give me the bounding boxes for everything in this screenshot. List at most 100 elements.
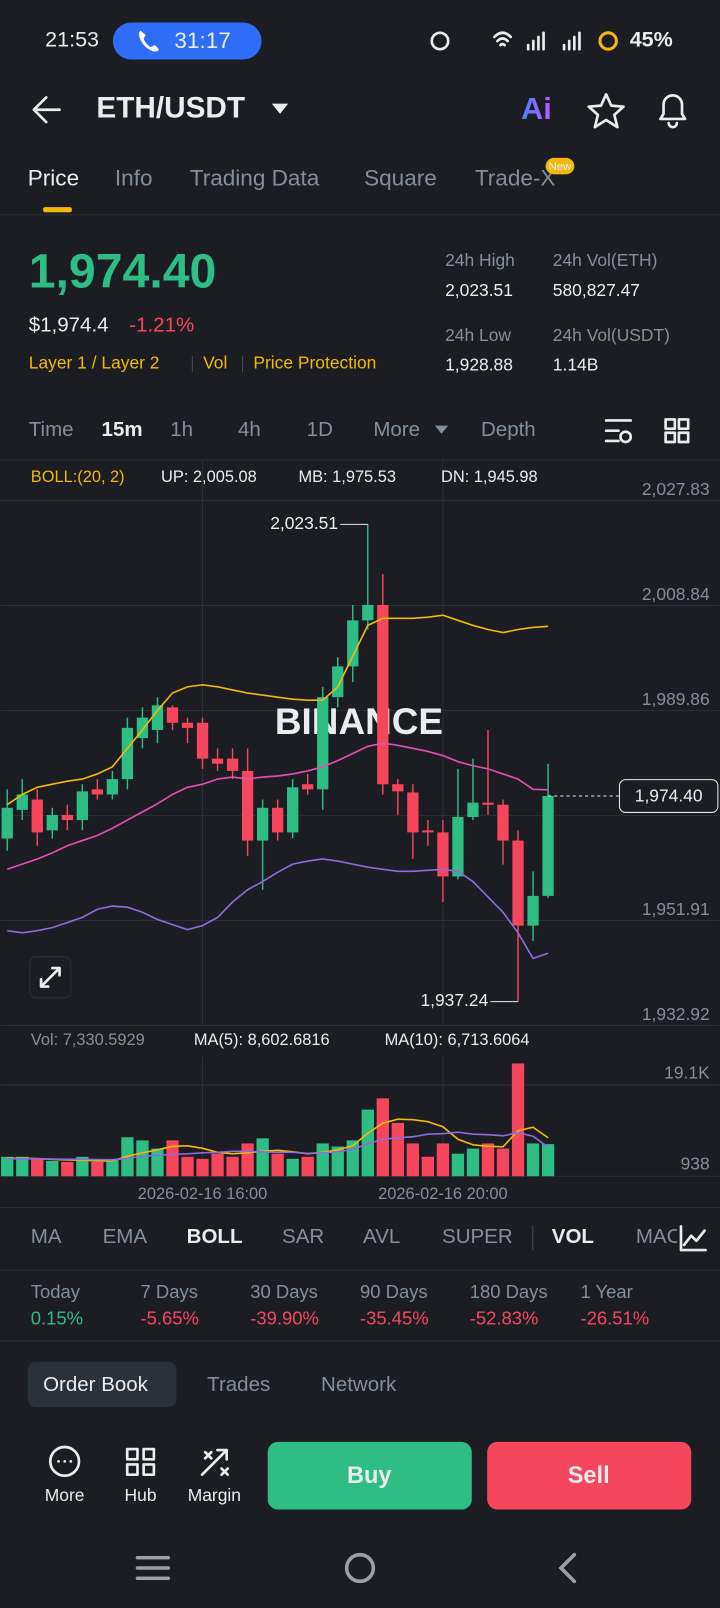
- more-caret[interactable]: [434, 425, 449, 434]
- nav-home[interactable]: [344, 1552, 376, 1584]
- book-tab[interactable]: Network: [321, 1373, 397, 1396]
- volume-bar: [91, 1161, 104, 1177]
- interval[interactable]: More: [373, 418, 420, 441]
- tab[interactable]: Square: [364, 165, 437, 190]
- tab-pill: [27, 1361, 177, 1407]
- volume-bar: [511, 1063, 525, 1177]
- favorite-button[interactable]: [587, 93, 625, 129]
- new-badge: [545, 157, 575, 175]
- layout-icon[interactable]: [664, 418, 690, 444]
- pair-caret[interactable]: [271, 103, 289, 114]
- volume-bar: [31, 1158, 44, 1177]
- candle-body: [527, 895, 539, 926]
- volume-bar: [421, 1156, 435, 1177]
- candle-body: [302, 784, 314, 790]
- hub-icon[interactable]: [125, 1447, 156, 1477]
- stat-value: 1,928.88: [445, 355, 513, 375]
- interval[interactable]: 15m: [102, 418, 143, 441]
- perf-label: 30 Days: [250, 1281, 318, 1302]
- y-tick-label: 1,951.91: [642, 899, 710, 919]
- indicator-tab[interactable]: AVL: [363, 1225, 400, 1248]
- more-icon[interactable]: [48, 1445, 81, 1478]
- phone-icon: [139, 30, 159, 52]
- indicator-tab[interactable]: BOLL: [187, 1225, 243, 1248]
- ai-button[interactable]: Ai: [521, 91, 552, 126]
- candle-body: [151, 705, 164, 730]
- candle-body: [497, 804, 509, 841]
- y-tick-label: 1,989.86: [642, 689, 710, 709]
- candle-body: [482, 802, 494, 805]
- divider: [0, 1269, 720, 1271]
- alert-button[interactable]: [659, 94, 687, 129]
- action-label[interactable]: Margin: [188, 1485, 241, 1505]
- indicator-settings[interactable]: [679, 1225, 707, 1252]
- volume-bar: [331, 1146, 344, 1177]
- legend-entry: MA(10): 6,713.6064: [385, 1031, 530, 1049]
- tab[interactable]: Info: [115, 165, 153, 190]
- interval[interactable]: Time: [29, 418, 74, 441]
- tab[interactable]: Price: [28, 165, 79, 190]
- candle-body: [362, 604, 374, 621]
- volume-bar: [166, 1140, 179, 1177]
- book-tab[interactable]: Order Book: [43, 1373, 149, 1396]
- volume-bar: [301, 1156, 314, 1177]
- volume-bar: [541, 1144, 555, 1177]
- volume-bar: [151, 1148, 164, 1177]
- candle-body: [226, 758, 239, 771]
- candle-body: [211, 758, 224, 764]
- perf-value: 0.15%: [31, 1308, 83, 1329]
- buy-label: Buy: [347, 1462, 392, 1488]
- interval[interactable]: 1h: [170, 418, 193, 441]
- indicator-tab[interactable]: MACD: [636, 1225, 696, 1248]
- candle-body: [317, 697, 329, 790]
- indicator-tab[interactable]: SAR: [282, 1225, 324, 1248]
- nav-back[interactable]: [558, 1552, 577, 1584]
- tab[interactable]: Trading Data: [190, 165, 320, 190]
- volume-ma-line: [7, 1131, 549, 1161]
- margin-icon[interactable]: [200, 1448, 230, 1477]
- divider: [0, 1340, 720, 1342]
- volume-bar: [316, 1143, 329, 1177]
- volume-bar: [106, 1158, 119, 1177]
- buy-button[interactable]: [267, 1441, 472, 1510]
- indicator-tab[interactable]: VOL: [552, 1225, 594, 1248]
- perf-label: Today: [31, 1281, 81, 1302]
- tag[interactable]: Layer 1 / Layer 2: [29, 353, 160, 373]
- indicator-tab[interactable]: MA: [31, 1225, 62, 1248]
- volume-bar: [256, 1138, 269, 1177]
- boll-line: [6, 742, 549, 871]
- stat-value: 1.14B: [553, 355, 599, 375]
- pair-title[interactable]: ETH/USDT: [96, 92, 245, 125]
- interval[interactable]: 4h: [238, 418, 261, 441]
- interval[interactable]: 1D: [307, 418, 333, 441]
- action-label[interactable]: More: [45, 1485, 85, 1505]
- battery-icon: [598, 31, 618, 51]
- signal-icon: [526, 31, 581, 51]
- volume-bar: [211, 1153, 224, 1177]
- nav-menu[interactable]: [135, 1555, 171, 1581]
- volume-bar: [526, 1143, 540, 1177]
- indicator-tab[interactable]: SUPER: [442, 1225, 513, 1248]
- candle-body: [61, 814, 73, 821]
- indicator-tab[interactable]: EMA: [103, 1225, 148, 1248]
- action-label[interactable]: Hub: [125, 1485, 157, 1505]
- sell-button[interactable]: [487, 1441, 692, 1510]
- volume-bar: [61, 1161, 74, 1177]
- tab[interactable]: Trade-X: [475, 165, 556, 190]
- boll-line: [6, 614, 549, 806]
- perf-label: 1 Year: [580, 1281, 632, 1302]
- settings-icon[interactable]: [604, 419, 633, 443]
- volume-bar: [286, 1158, 299, 1177]
- book-tab[interactable]: Trades: [207, 1373, 270, 1396]
- clock: 21:53: [45, 28, 99, 52]
- tag[interactable]: Vol: [203, 353, 227, 373]
- tag[interactable]: Price Protection: [253, 353, 376, 373]
- candle-body: [31, 799, 43, 833]
- perf-label: 7 Days: [141, 1281, 198, 1302]
- x-tick-label: 2026-02-16 20:00: [378, 1185, 507, 1203]
- sell-label: Sell: [568, 1462, 610, 1488]
- back-button[interactable]: [32, 96, 61, 124]
- call-pill[interactable]: [112, 22, 262, 60]
- interval[interactable]: Depth: [481, 418, 536, 441]
